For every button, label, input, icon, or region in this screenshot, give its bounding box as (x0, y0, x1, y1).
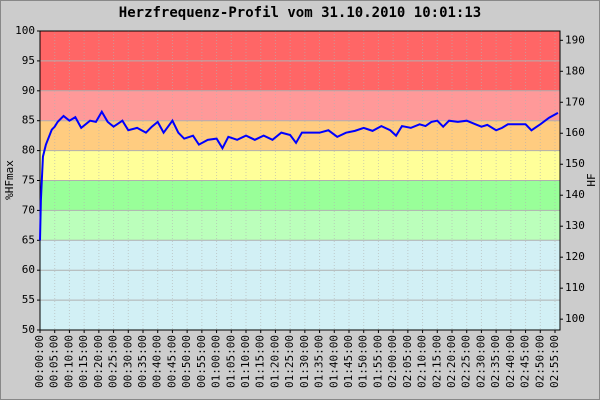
y2-tick-label: 150 (565, 157, 585, 170)
x-tick-label: 02:50:00 (533, 335, 546, 388)
x-tick-label: 01:55:00 (371, 335, 384, 388)
x-tick-label: 01:05:00 (224, 335, 237, 388)
x-tick-label: 02:30:00 (474, 335, 487, 388)
y2-tick-label: 100 (565, 312, 585, 325)
x-tick-label: 00:35:00 (136, 335, 149, 388)
y-tick-label: 75 (22, 174, 35, 187)
x-tick-label: 00:25:00 (107, 335, 120, 388)
x-tick-label: 01:10:00 (239, 335, 252, 388)
x-tick-label: 02:35:00 (489, 335, 502, 388)
x-tick-label: 00:45:00 (165, 335, 178, 388)
zone (40, 240, 560, 330)
x-tick-label: 01:50:00 (357, 335, 370, 388)
x-tick-label: 00:00:00 (33, 335, 46, 388)
chart-title: Herzfrequenz-Profil vom 31.10.2010 10:01… (119, 5, 481, 21)
x-tick-label: 00:20:00 (92, 335, 105, 388)
y-tick-label: 70 (22, 203, 35, 216)
y2-tick-label: 170 (565, 95, 585, 108)
zone (40, 180, 560, 211)
plot-frame (39, 30, 561, 331)
y-tick-label: 85 (22, 114, 35, 127)
x-tick-label: 02:45:00 (519, 335, 532, 388)
x-tick-label: 00:50:00 (180, 335, 193, 388)
x-tick-label: 00:10:00 (62, 335, 75, 388)
zone (40, 90, 560, 121)
y-tick-label: 100 (15, 24, 35, 37)
x-tick-label: 02:10:00 (416, 335, 429, 388)
x-tick-label: 02:15:00 (430, 335, 443, 388)
x-tick-label: 01:40:00 (327, 335, 340, 388)
x-tick-label: 01:15:00 (254, 335, 267, 388)
y-tick-label: 80 (22, 144, 35, 157)
x-tick-label: 02:00:00 (386, 335, 399, 388)
x-tick-label: 01:25:00 (283, 335, 296, 388)
x-tick-label: 01:00:00 (210, 335, 223, 388)
x-tick-label: 00:15:00 (77, 335, 90, 388)
y2-tick-label: 190 (565, 33, 585, 46)
y2-tick-label: 110 (565, 281, 585, 294)
x-tick-label: 02:20:00 (445, 335, 458, 388)
y2-tick-label: 120 (565, 250, 585, 263)
x-tick-label: 01:45:00 (342, 335, 355, 388)
x-tick-label: 00:05:00 (48, 335, 61, 388)
x-tick-label: 00:55:00 (195, 335, 208, 388)
x-tick-label: 02:55:00 (548, 335, 561, 388)
y2-tick-label: 130 (565, 219, 585, 232)
y2-tick-label: 180 (565, 64, 585, 77)
x-tick-label: 02:05:00 (401, 335, 414, 388)
zone (40, 150, 560, 181)
line (39, 109, 559, 241)
y2-axis-label: HF (585, 173, 598, 186)
x-tick-label: 00:40:00 (151, 335, 164, 388)
y-axis-label: %HFmax (3, 160, 16, 200)
y-tick-label: 90 (22, 84, 35, 97)
y-tick-label: 55 (22, 293, 35, 306)
y2-tick-label: 140 (565, 188, 585, 201)
x-tick-label: 00:30:00 (121, 335, 134, 388)
y-tick-label: 65 (22, 233, 35, 246)
y-tick-label: 60 (22, 263, 35, 276)
y2-tick-label: 160 (565, 126, 585, 139)
x-tick-label: 02:40:00 (504, 335, 517, 388)
zone (40, 210, 560, 241)
y-tick-label: 95 (22, 54, 35, 67)
x-tick-label: 01:35:00 (313, 335, 326, 388)
x-tick-label: 01:20:00 (268, 335, 281, 388)
y-tick-label: 50 (22, 323, 35, 336)
x-tick-label: 02:25:00 (460, 335, 473, 388)
x-tick-label: 01:30:00 (298, 335, 311, 388)
